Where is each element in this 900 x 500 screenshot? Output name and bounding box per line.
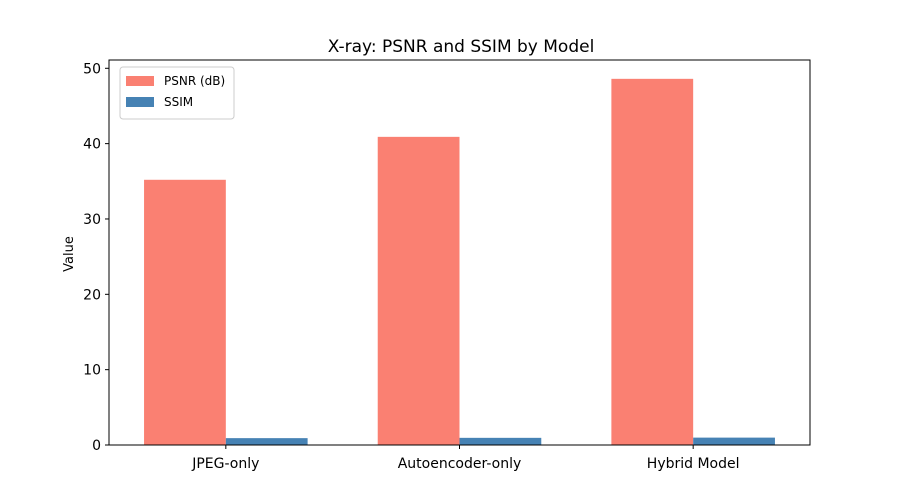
x-tick-label-jpeg-only: JPEG-only	[191, 456, 259, 472]
y-axis-label: Value	[62, 236, 77, 272]
bars-layer	[144, 78, 775, 446]
bar-ssim-jpeg-only	[225, 438, 308, 445]
bar-ssim-autoencoder-only	[459, 437, 542, 445]
y-tick-label: 10	[83, 363, 101, 379]
x-tick-label-autoencoder-only: Autoencoder-only	[398, 456, 522, 472]
bar-psnr-db-jpeg-only	[144, 179, 226, 446]
x-tick-label-hybrid-model: Hybrid Model	[647, 456, 740, 472]
y-axis: 0 10 20 30 40 50	[83, 61, 109, 454]
y-tick-label: 50	[83, 61, 101, 77]
x-axis: JPEG-only Autoencoder-only Hybrid Model	[191, 445, 740, 472]
legend-label-psnr-db: PSNR (dB)	[164, 74, 225, 88]
bar-psnr-db-hybrid-model	[611, 78, 694, 445]
y-tick-label: 20	[83, 287, 101, 303]
bar-ssim-hybrid-model	[693, 437, 775, 445]
legend-label-ssim: SSIM	[164, 95, 193, 109]
y-tick-label: 30	[83, 212, 101, 228]
legend: PSNR (dB) SSIM	[119, 66, 235, 120]
legend-swatch-ssim	[126, 97, 154, 107]
chart-title: X-ray: PSNR and SSIM by Model	[328, 37, 595, 57]
y-tick-label: 0	[92, 438, 101, 454]
legend-swatch-psnr-db	[126, 76, 154, 86]
y-tick-label: 40	[83, 137, 101, 153]
bar-psnr-db-autoencoder-only	[377, 136, 460, 445]
